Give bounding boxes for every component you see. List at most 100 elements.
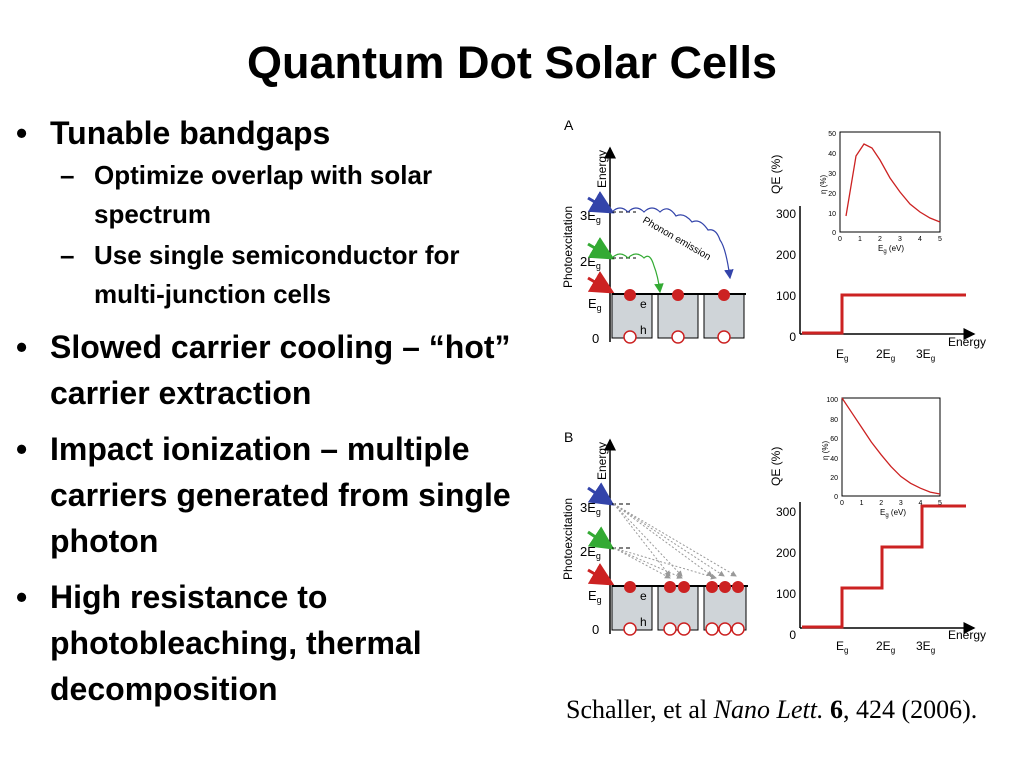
blue-photon-arrow-b bbox=[587, 482, 615, 506]
panel-a-label: A bbox=[564, 117, 574, 133]
phonon-emission-label: Phonon emission bbox=[641, 215, 713, 263]
energy-axis-label-b: Energy bbox=[595, 442, 609, 480]
inset-a-ytick-20: 20 bbox=[828, 191, 836, 198]
inset-a-frame bbox=[839, 131, 941, 233]
bullet-list: Tunable bandgaps Optimize overlap with s… bbox=[14, 110, 534, 768]
electron-b4 bbox=[706, 581, 718, 593]
green-photon-arrow-b bbox=[587, 526, 615, 550]
citation-authors: Schaller, et al bbox=[566, 695, 714, 724]
inset-a-ytick-50: 50 bbox=[828, 131, 836, 138]
level-3eg-b: 3Eg bbox=[580, 500, 601, 517]
level-zero-b: 0 bbox=[592, 622, 599, 637]
qe-x-tick-eg-a: Eg bbox=[836, 347, 848, 363]
impact-ionization-arrows bbox=[613, 503, 737, 580]
citation-journal: Nano Lett. bbox=[713, 695, 824, 724]
inset-a-xtick-1: 1 bbox=[858, 236, 862, 243]
inset-b-xtick-0: 0 bbox=[840, 500, 844, 507]
red-photon-arrow-b bbox=[587, 563, 615, 586]
qe-x-tick-3eg-b: 3Eg bbox=[916, 639, 935, 655]
electron-label-a: e bbox=[640, 297, 647, 311]
qe-tick-0-b: 0 bbox=[789, 628, 796, 642]
qe-axis-label-b: QE (%) bbox=[769, 447, 783, 486]
citation-pages-year: , 424 (2006). bbox=[842, 695, 978, 724]
inset-a-xtick-0: 0 bbox=[838, 236, 842, 243]
hole-a2 bbox=[671, 330, 685, 344]
electron-b5 bbox=[719, 581, 731, 593]
electron-b1 bbox=[624, 581, 636, 593]
panel-b: B Energy Photoexcitation 3Eg 2Eg Eg 0 bbox=[561, 397, 986, 655]
sub-bullet-multi-junction: Use single semiconductor for multi-junct… bbox=[14, 236, 534, 314]
electron-b2 bbox=[664, 581, 676, 593]
inset-b-xtick-1: 1 bbox=[860, 500, 864, 507]
green-photon-arrow-a bbox=[587, 237, 615, 260]
qe-step-line-b bbox=[802, 504, 966, 629]
blue-phonon-path-a bbox=[611, 207, 734, 280]
qe-tick-100-b: 100 bbox=[776, 587, 796, 601]
energy-axis-label-a: Energy bbox=[595, 150, 609, 188]
hole-a1 bbox=[623, 330, 637, 344]
inset-b-xtick-4: 4 bbox=[918, 500, 922, 507]
schaller-figure: A Energy Photoexcitation 3Eg 2Eg Eg 0 Ph… bbox=[556, 112, 1006, 660]
level-2eg-b: 2Eg bbox=[580, 544, 601, 561]
qe-x-tick-eg-b: Eg bbox=[836, 639, 848, 655]
inset-b-ytick-100: 100 bbox=[826, 397, 838, 404]
qe-axis-label-a: QE (%) bbox=[769, 155, 783, 194]
inset-a-ytick-40: 40 bbox=[828, 151, 836, 158]
qe-tick-300-a: 300 bbox=[776, 207, 796, 221]
level-2eg-a: 2Eg bbox=[580, 254, 601, 271]
level-eg-a: Eg bbox=[588, 296, 602, 313]
qe-tick-300-b: 300 bbox=[776, 505, 796, 519]
inset-a-ytick-30: 30 bbox=[828, 171, 836, 178]
level-zero-a: 0 bbox=[592, 331, 599, 346]
hole-b3 bbox=[677, 622, 691, 636]
electron-a1 bbox=[624, 289, 636, 301]
qe-tick-0-a: 0 bbox=[789, 330, 796, 344]
bullet-tunable-bandgaps: Tunable bandgaps bbox=[14, 110, 534, 156]
inset-b-ytick-60: 60 bbox=[830, 436, 838, 443]
qe-tick-100-a: 100 bbox=[776, 289, 796, 303]
inset-a-ytick-10: 10 bbox=[828, 211, 836, 218]
panel-a: A Energy Photoexcitation 3Eg 2Eg Eg 0 Ph… bbox=[561, 117, 986, 363]
electron-b6 bbox=[732, 581, 744, 593]
hole-b2 bbox=[663, 622, 677, 636]
qe-x-label-a: Energy bbox=[948, 335, 986, 349]
hole-label-a: h bbox=[640, 323, 647, 337]
citation: Schaller, et al Nano Lett. 6, 424 (2006)… bbox=[566, 694, 1006, 726]
hole-label-b: h bbox=[640, 615, 647, 629]
inset-a-ylabel: η (%) bbox=[819, 175, 828, 194]
hole-b6 bbox=[731, 622, 745, 636]
inset-a-efficiency-curve bbox=[845, 143, 941, 223]
inset-a-xlabel: Eg (eV) bbox=[878, 244, 904, 255]
qe-x-tick-3eg-a: 3Eg bbox=[916, 347, 935, 363]
inset-b-efficiency-curve bbox=[841, 397, 941, 495]
electron-b3 bbox=[678, 581, 690, 593]
inset-a-xtick-4: 4 bbox=[918, 236, 922, 243]
inset-b-ytick-0: 0 bbox=[834, 494, 838, 501]
inset-b-ytick-40: 40 bbox=[830, 456, 838, 463]
inset-b-ytick-80: 80 bbox=[830, 417, 838, 424]
inset-b-ylabel: η (%) bbox=[821, 441, 830, 460]
electron-label-b: e bbox=[640, 589, 647, 603]
sub-bullet-spectrum-overlap: Optimize overlap with solar spectrum bbox=[14, 156, 534, 234]
hole-b1 bbox=[623, 622, 637, 636]
hole-a3 bbox=[717, 330, 731, 344]
inset-b-xtick-3: 3 bbox=[899, 500, 903, 507]
hole-b4 bbox=[705, 622, 719, 636]
hole-b5 bbox=[718, 622, 732, 636]
bullet-impact-ionization: Impact ionization – multiple carriers ge… bbox=[14, 426, 534, 564]
inset-a-xtick-2: 2 bbox=[878, 236, 882, 243]
inset-b-frame bbox=[841, 397, 941, 497]
qe-tick-200-b: 200 bbox=[776, 546, 796, 560]
green-phonon-path-a bbox=[611, 253, 664, 294]
qe-x-label-b: Energy bbox=[948, 628, 986, 642]
inset-a-ytick-0: 0 bbox=[832, 230, 836, 237]
red-photon-arrow-a bbox=[587, 271, 615, 294]
photoexcitation-label-a: Photoexcitation bbox=[561, 206, 575, 288]
slide-title: Quantum Dot Solar Cells bbox=[246, 37, 778, 88]
inset-a-xtick-5: 5 bbox=[938, 236, 942, 243]
qe-x-tick-2eg-b: 2Eg bbox=[876, 639, 895, 655]
blue-photon-arrow-a bbox=[587, 191, 615, 214]
level-3eg-a: 3Eg bbox=[580, 208, 601, 225]
qe-tick-200-a: 200 bbox=[776, 248, 796, 262]
qe-step-line-a bbox=[802, 293, 966, 335]
